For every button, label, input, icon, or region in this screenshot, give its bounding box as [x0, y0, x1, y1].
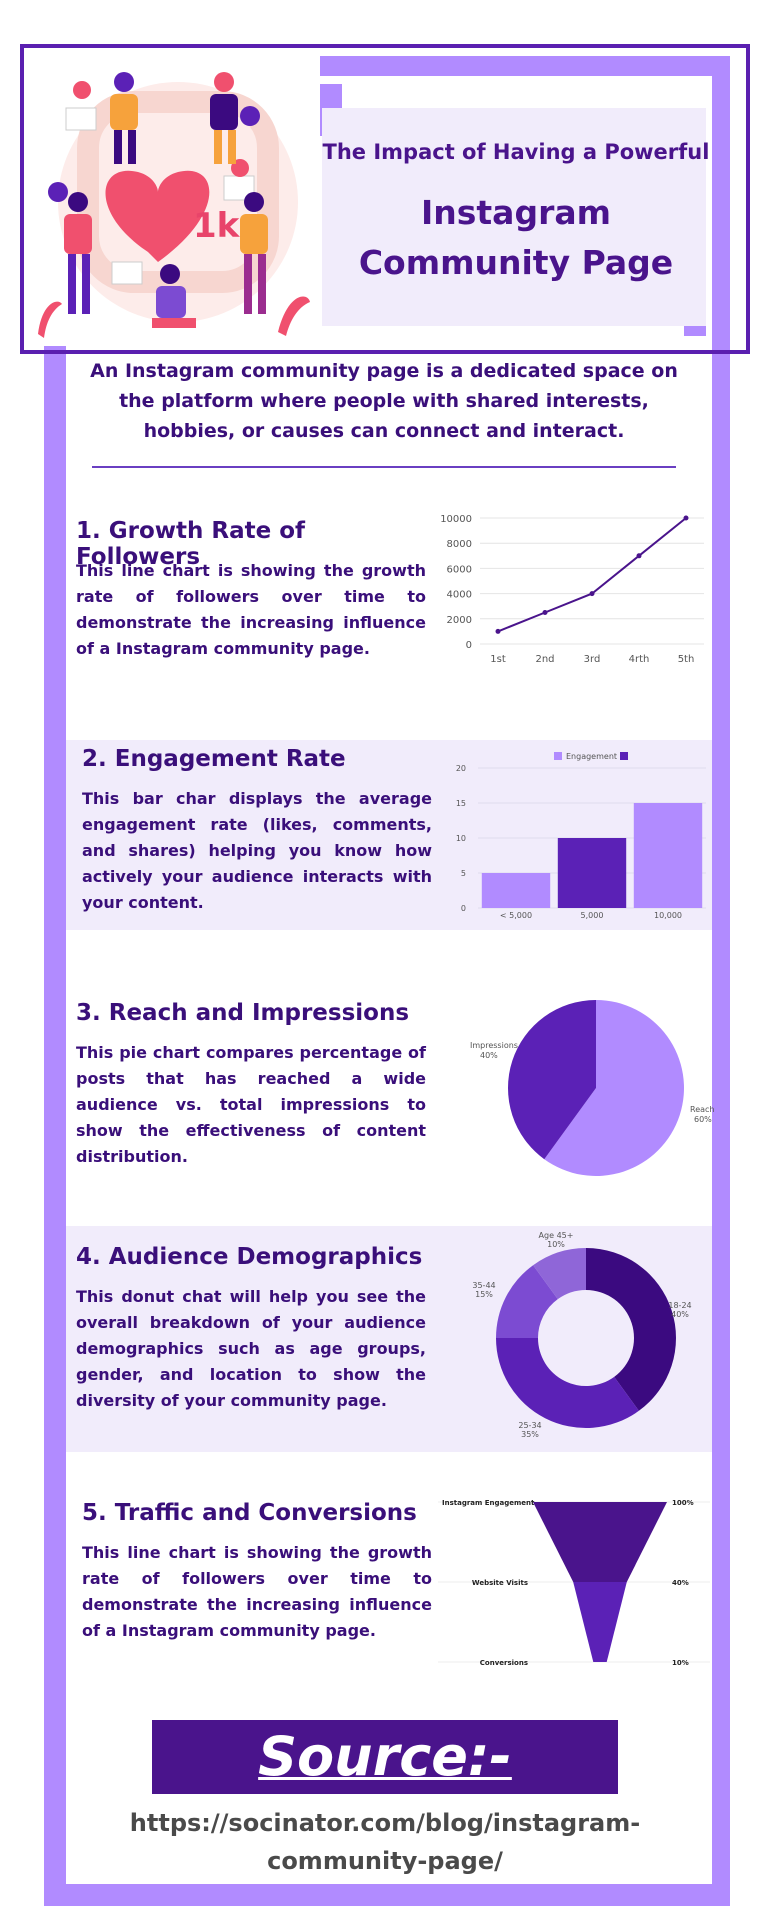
engagement-bar-chart: 0 5 10 15 20 < 5,000 5,000 10,000 Engagement [456, 752, 706, 920]
slice-label: Reach [690, 1105, 715, 1114]
source-label: Source:- [258, 1725, 512, 1788]
followers-line-chart: 0 2000 4000 6000 8000 10000 1st 2nd 3rd 4rth 5th [440, 514, 704, 665]
section-2-title: 2. Engagement Rate [82, 746, 346, 772]
divider [92, 466, 676, 468]
source-url[interactable]: https://socinator.com/blog/instagram-com… [129, 1809, 641, 1875]
legend-swatch-2 [620, 752, 628, 760]
y-tick-label: 0 [466, 640, 472, 651]
section-4-text: This donut chat will help you see the ov… [76, 1287, 426, 1410]
slice-pct: 10% [547, 1240, 565, 1249]
section-2-text: This bar char displays the average engag… [82, 789, 432, 912]
funnel-segment [533, 1502, 667, 1582]
header-frame [20, 44, 750, 354]
x-tick-label: 3rd [584, 654, 601, 665]
stage-pct: 100% [672, 1499, 694, 1507]
y-tick-label: 8000 [447, 539, 472, 550]
stage-pct: 40% [672, 1579, 689, 1587]
person-icon-3 [64, 192, 92, 314]
illustration-badge: 1k [193, 206, 241, 246]
y-tick-label: 6000 [447, 564, 472, 575]
section-1-text: This line chart is showing the growth ra… [76, 561, 426, 658]
slice-pct: 60% [694, 1115, 712, 1124]
instagram-logo-outline [77, 91, 279, 293]
x-tick-label: 4rth [629, 654, 650, 665]
y-tick-label: 10000 [440, 514, 472, 525]
data-point [589, 591, 595, 597]
person-icon-2 [210, 72, 238, 164]
data-point [683, 515, 689, 521]
slice-pct: 40% [480, 1051, 498, 1060]
page-title: Instagram Community Page [316, 188, 716, 288]
legend-label: Engagement [566, 752, 617, 761]
slice-label: Age 45+ [539, 1231, 574, 1240]
x-tick-label: 5,000 [581, 911, 604, 920]
donut-slice [533, 1248, 586, 1300]
y-tick-label: 2000 [447, 615, 472, 626]
pie-slice [508, 1000, 596, 1160]
pie-slice [544, 1000, 684, 1176]
page-title-line2: Community Page [358, 243, 674, 282]
photo-card-icon [65, 107, 97, 131]
slice-label: 35-44 [472, 1281, 495, 1290]
donut-slice [496, 1265, 558, 1338]
traffic-funnel-chart: Instagram Engagement 100% Website Visits 40… [438, 1499, 710, 1667]
y-tick-label: 0 [461, 904, 466, 913]
bar [633, 803, 703, 908]
slice-label: 25-34 [518, 1421, 541, 1430]
bar [557, 838, 627, 908]
stage-label: Conversions [480, 1659, 528, 1667]
slice-pct: 15% [475, 1290, 493, 1299]
chat-bubble-icon-2 [48, 182, 68, 202]
person-icon-4 [152, 264, 196, 328]
section-4-title: 4. Audience Demographics [76, 1244, 423, 1270]
legend-swatch [554, 752, 562, 760]
donut-slice [586, 1248, 676, 1411]
slice-label: 18-24 [668, 1301, 691, 1310]
section-3-title: 3. Reach and Impressions [76, 1000, 410, 1026]
data-point [542, 610, 548, 615]
section-5-text: This line chart is showing the growth ra… [82, 1543, 432, 1640]
y-tick-label: 4000 [447, 590, 472, 601]
donut-slice [496, 1338, 639, 1428]
slice-pct: 40% [671, 1310, 689, 1319]
page-title-line1: Instagram [420, 193, 611, 232]
slice-label: Impressions [470, 1041, 518, 1050]
person-icon-1 [110, 72, 138, 164]
heart-icon [105, 170, 210, 262]
section-5-title: 5. Traffic and Conversions [82, 1500, 417, 1526]
y-tick-label: 10 [456, 834, 466, 843]
section-3-text: This pie chart compares percentage of po… [76, 1043, 426, 1166]
chat-bubble-icon [240, 106, 260, 126]
x-tick-label: 5th [678, 654, 695, 665]
community-illustration: 1k [38, 72, 310, 338]
person-icon-5 [240, 192, 268, 314]
funnel-segment [573, 1582, 627, 1662]
stage-label: Website Visits [472, 1579, 528, 1587]
leaf-icon [278, 296, 310, 336]
intro-text: An Instagram community page is a dedicat… [90, 360, 678, 442]
slice-pct: 35% [521, 1430, 539, 1439]
x-tick-label: 2nd [535, 654, 554, 665]
stage-pct: 10% [672, 1659, 689, 1667]
source-box: Source:- [152, 1720, 618, 1794]
photo-card-icon-3 [111, 261, 143, 285]
title-subtitle: The Impact of Having a Powerful [322, 140, 710, 164]
bar [481, 873, 551, 908]
x-tick-label: 1st [490, 654, 506, 665]
data-point [636, 553, 642, 559]
data-point [495, 628, 501, 634]
like-bubble-icon [73, 81, 91, 99]
x-tick-label: < 5,000 [500, 911, 532, 920]
series-line [497, 517, 687, 633]
y-tick-label: 20 [456, 764, 466, 773]
y-tick-label: 5 [461, 869, 466, 878]
leaf-icon-2 [38, 301, 62, 338]
x-tick-label: 10,000 [654, 911, 682, 920]
stage-label: Instagram Engagement [442, 1499, 535, 1507]
title-box [322, 108, 706, 326]
section-1-title: 1. Growth Rate of Followers [76, 518, 306, 570]
y-tick-label: 15 [456, 799, 466, 808]
